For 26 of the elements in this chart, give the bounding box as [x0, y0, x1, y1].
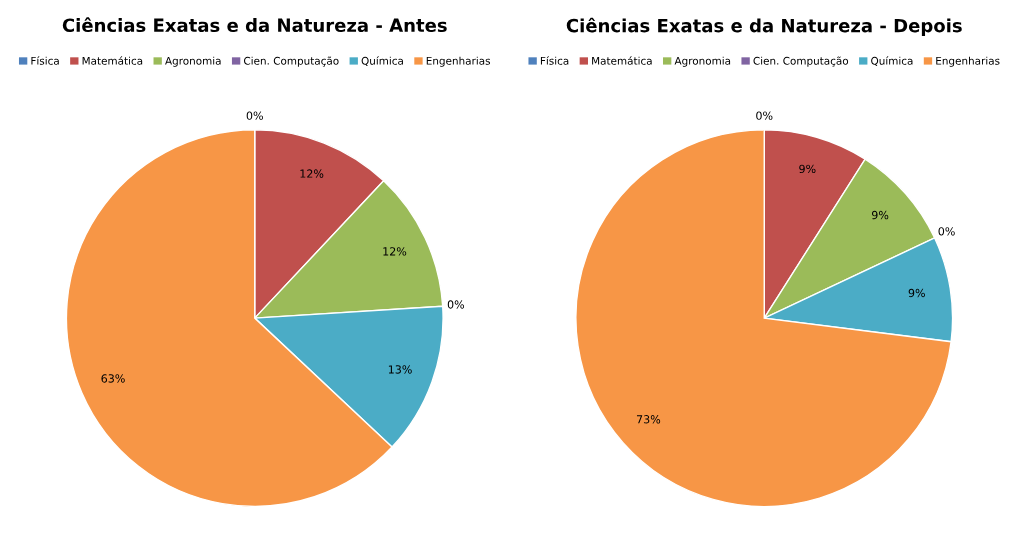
legend-label: Física	[540, 56, 569, 65]
text: 0%	[938, 227, 955, 236]
data-label: 63%	[101, 374, 125, 383]
text: 0%	[756, 111, 773, 120]
legend-label: Física	[31, 56, 59, 65]
data-label: 12%	[300, 169, 324, 178]
chart-title: Ciências Exatas e da Natureza - Antes	[62, 17, 447, 33]
legend-label: Química	[361, 56, 403, 66]
data-label: 9%	[799, 164, 816, 174]
data-label: 9%	[871, 210, 889, 220]
legend-label: Cien. Computação	[753, 56, 849, 67]
legend-label: Cien. Computação	[243, 56, 339, 67]
legend-label: Engenharias	[426, 56, 491, 67]
legend-label: Química	[871, 56, 913, 66]
legend-label: Matemática	[592, 56, 652, 65]
text: 0%	[447, 300, 465, 309]
data-label: 12%	[383, 247, 407, 256]
legend-label: Agronomia	[674, 56, 731, 67]
text: 0%	[246, 111, 263, 120]
chart-title: Ciências Exatas e da Natureza - Depois	[566, 17, 962, 36]
data-label: 13%	[388, 365, 412, 374]
legend-label: Matemática	[82, 56, 143, 65]
data-label: 9%	[908, 288, 925, 298]
data-label: 73%	[636, 415, 661, 424]
legend-label: Engenharias	[936, 56, 1000, 67]
legend-label: Agronomia	[165, 56, 221, 67]
